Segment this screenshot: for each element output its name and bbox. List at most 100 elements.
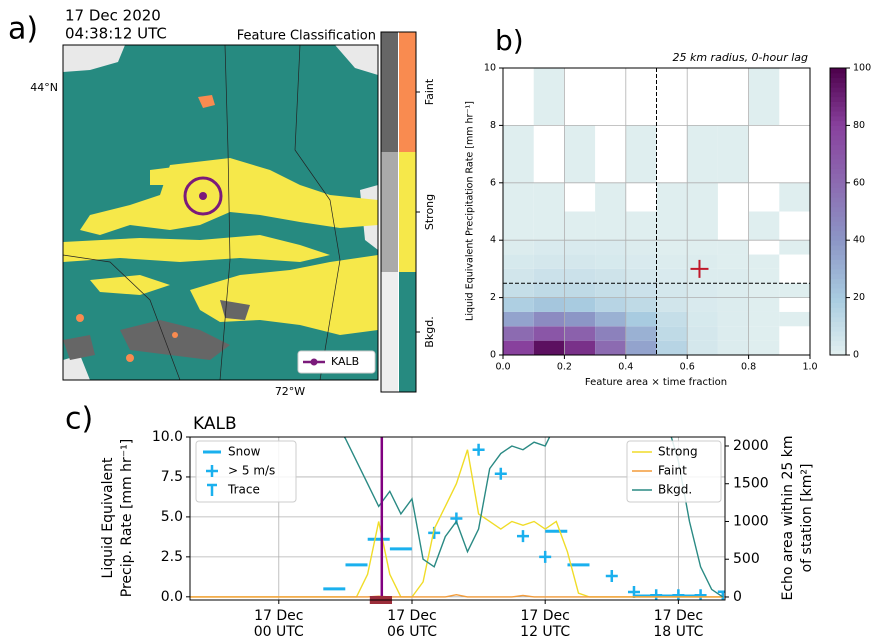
- heat-cell: [748, 311, 780, 327]
- heat-cell: [717, 240, 749, 255]
- heat-cell: [687, 125, 718, 183]
- heat-cell: [687, 326, 718, 341]
- colorbar-segment: [830, 154, 846, 160]
- colorbar-segment: [830, 345, 846, 351]
- station-radius: [183, 176, 223, 216]
- heat-cell: [625, 125, 657, 183]
- gray-area: [120, 320, 230, 360]
- heat-cell: [748, 211, 780, 241]
- heat-cell: [748, 340, 780, 355]
- heat-cell: [656, 268, 688, 284]
- heat-cell: [717, 311, 749, 327]
- heat-cell: [656, 254, 688, 269]
- border: [294, 45, 341, 380]
- heat-cell: [748, 68, 780, 126]
- colorbar-segment: [830, 350, 846, 356]
- colorbar-segment: [830, 96, 846, 102]
- y-tick-label: 7.5: [161, 469, 183, 485]
- colorbar-class: [399, 32, 416, 152]
- time: 04:38:12 UTC: [65, 25, 167, 43]
- colorbar-label: Strong: [423, 194, 436, 230]
- heat-cell: [533, 268, 565, 284]
- colorbar-segment: [830, 178, 846, 184]
- heat-cell: [503, 254, 534, 269]
- heat-cell: [595, 311, 626, 327]
- heat-cell: [503, 125, 534, 183]
- colorbar-segment: [830, 144, 846, 150]
- y2-axis-label: of station [km²]: [799, 464, 815, 573]
- colorbar-segment: [830, 302, 846, 308]
- heat-cell: [533, 297, 565, 312]
- date: 17 Dec 2020: [65, 7, 161, 25]
- legend-label: Faint: [658, 464, 687, 478]
- heat-cell: [533, 68, 565, 126]
- no-data-area: [63, 45, 125, 72]
- colorbar-segment: [830, 240, 846, 246]
- y2-tick-label: 1000: [733, 513, 769, 529]
- x-axis-label: Feature area × time fraction: [585, 377, 727, 388]
- colorbar-segment: [830, 134, 846, 141]
- colorbar-tick-label: 60: [853, 177, 865, 188]
- colorbar-frame: [380, 31, 417, 393]
- marker: [650, 589, 663, 600]
- x-tick-label: 1.0: [802, 362, 817, 373]
- heat-cell: [625, 240, 657, 255]
- heat-cell: [503, 283, 534, 298]
- colorbar-segment: [830, 297, 846, 303]
- y-tick-label: 10: [484, 63, 496, 74]
- heat-cell: [687, 297, 718, 312]
- heat-cell: [533, 211, 565, 241]
- heat-cell: [564, 125, 596, 183]
- heat-cell: [503, 311, 534, 327]
- colorbar-segment: [830, 230, 846, 236]
- colorbar-segment: [830, 87, 846, 93]
- x-tick-label: 17 Dec 06 UTC: [387, 608, 437, 640]
- heat-cell: [687, 283, 718, 298]
- legend-label: Snow: [228, 445, 261, 459]
- x-tick-label: 17 Dec 12 UTC: [520, 608, 570, 640]
- colorbar-segment: [830, 268, 846, 275]
- plot-frame: [189, 436, 726, 601]
- no-data-area: [63, 355, 90, 380]
- legend-box: [297, 350, 376, 374]
- colorbar-segment: [830, 77, 846, 83]
- case-marker: [690, 259, 709, 278]
- plot-frame: [502, 67, 811, 356]
- x-tick-label: 17 Dec 00 UTC: [254, 608, 304, 640]
- colorbar-tick-label: 100: [853, 63, 871, 74]
- heat-cell: [687, 254, 718, 269]
- colorbar-tick-label: 20: [853, 292, 865, 303]
- heat-cell: [656, 340, 688, 355]
- colorbar-gray: [381, 32, 398, 152]
- heat-cell: [564, 240, 596, 255]
- heat-cell: [717, 340, 749, 355]
- y-axis-label: Liquid Equivalent Precipitation Rate [mm…: [465, 101, 476, 321]
- colorbar-segment: [830, 225, 846, 232]
- colorbar-segment: [830, 120, 846, 126]
- heat-cell: [503, 182, 534, 212]
- heat-cell: [748, 283, 780, 298]
- faint-area: [76, 314, 84, 322]
- x-tick-label: 17 Dec 18 UTC: [653, 608, 703, 640]
- legend-marker: [310, 358, 318, 366]
- marker: [694, 589, 707, 600]
- colorbar-segment: [830, 273, 846, 279]
- heat-cell: [595, 268, 626, 284]
- heat-cell: [625, 297, 657, 312]
- legend-label: Strong: [658, 445, 698, 459]
- colorbar-segment: [830, 307, 846, 313]
- line-series: [190, 594, 723, 598]
- legend-box: [195, 440, 297, 503]
- colorbar-class: [399, 152, 416, 272]
- heat-cell: [748, 268, 780, 284]
- colorbar-segment: [830, 311, 846, 318]
- border: [219, 45, 231, 380]
- legend-marker: [207, 483, 217, 496]
- heat-cell: [687, 211, 718, 241]
- heat-cell: [625, 268, 657, 284]
- marker: [472, 443, 485, 456]
- map-frame: [62, 44, 379, 381]
- y-tick-label: 8: [490, 120, 496, 131]
- heat-cell: [595, 283, 626, 298]
- heat-cell: [503, 240, 534, 255]
